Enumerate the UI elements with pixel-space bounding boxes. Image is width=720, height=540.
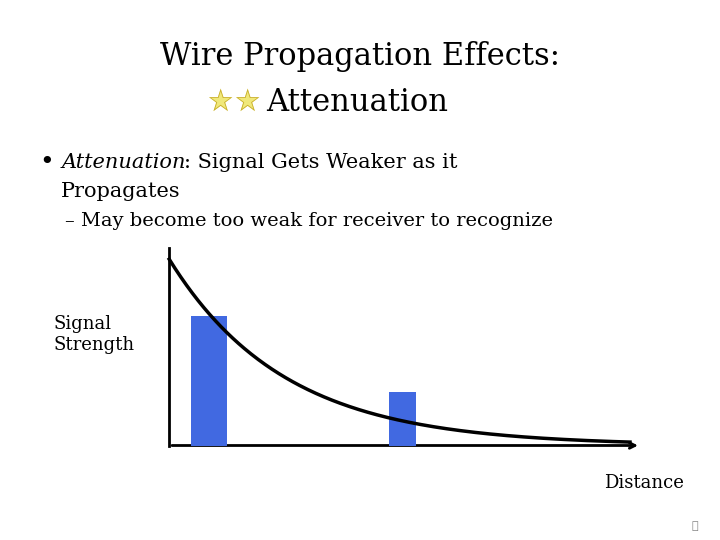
Text: ★: ★ — [233, 88, 260, 117]
Text: ★: ★ — [206, 88, 233, 117]
Text: Distance: Distance — [605, 474, 684, 492]
Text: ☆: ☆ — [206, 88, 233, 117]
Text: 🔊: 🔊 — [691, 522, 698, 531]
Text: Wire Propagation Effects:: Wire Propagation Effects: — [160, 41, 560, 72]
Bar — [191, 316, 227, 446]
Text: Attenuation: Attenuation — [266, 87, 449, 118]
Text: •: • — [40, 150, 54, 174]
Text: ☆: ☆ — [233, 88, 260, 117]
Text: : Signal Gets Weaker as it: : Signal Gets Weaker as it — [184, 152, 457, 172]
Text: Attenuation: Attenuation — [61, 152, 186, 172]
Text: – May become too weak for receiver to recognize: – May become too weak for receiver to re… — [65, 212, 553, 231]
Text: Signal
Strength: Signal Strength — [53, 315, 134, 354]
Text: Propagates: Propagates — [61, 182, 181, 201]
Bar — [389, 392, 416, 446]
